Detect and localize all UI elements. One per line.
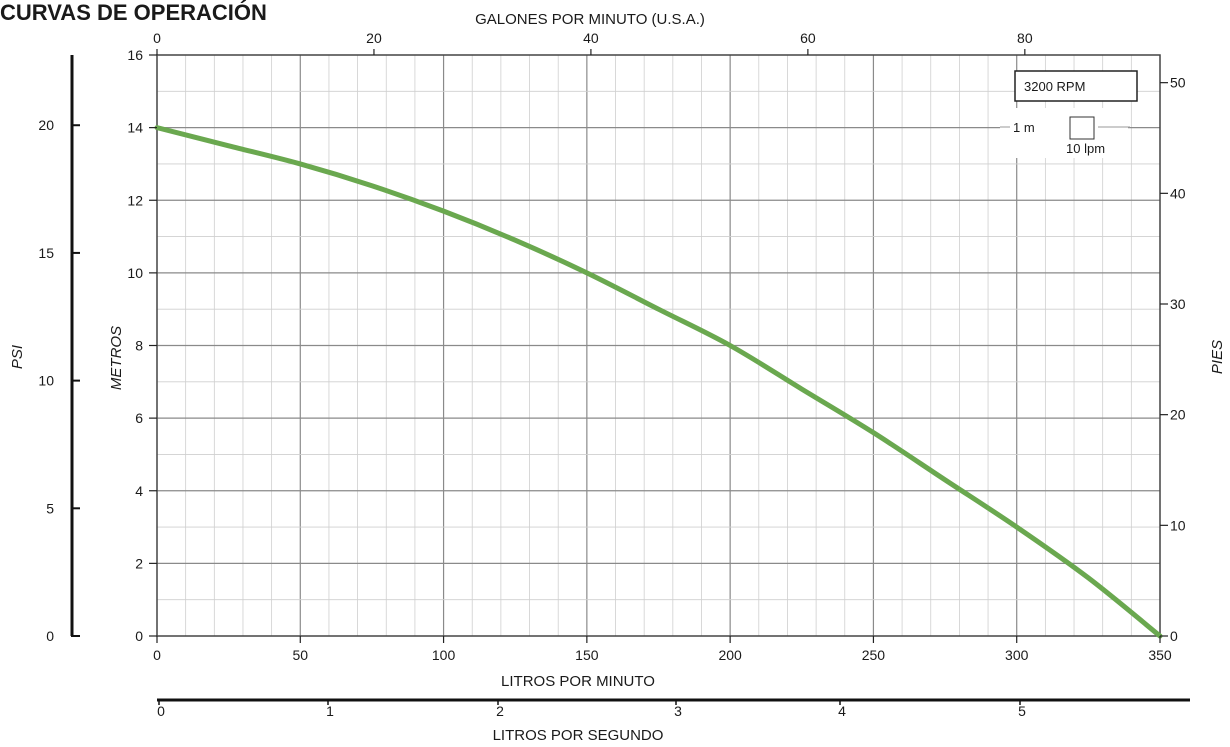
legend-box [1014,70,1138,102]
tick-label-metros: 4 [135,483,143,499]
tick-label-metros: 16 [127,47,143,63]
tick-label-gpm: 20 [366,30,382,46]
tick-label-lpm: 100 [432,647,456,663]
legend-label: 3200 RPM [1024,79,1085,94]
tick-label-lps: 5 [1018,703,1026,719]
tick-label-metros: 12 [127,192,143,208]
tick-label-lps: 4 [838,703,846,719]
tick-label-metros: 14 [127,120,143,136]
tick-label-lpm: 200 [718,647,742,663]
tick-label-metros: 0 [135,628,143,644]
x-ticks-gpm: 0 20 40 60 80 [153,30,1033,55]
legend: 3200 RPM [1014,70,1138,102]
tick-label-pies: 50 [1170,75,1186,91]
tick-label-gpm: 40 [583,30,599,46]
tick-label-metros: 6 [135,410,143,426]
scale-square [1069,116,1095,140]
tick-label-pies: 10 [1170,517,1186,533]
bottom-axis-title: LITROS POR MINUTO [501,673,655,690]
tick-label-psi: 5 [46,500,54,516]
tick-label-lps: 3 [674,703,682,719]
tick-label-lpm: 300 [1005,647,1029,663]
tick-label-metros: 8 [135,338,143,354]
scale-vertical-label: 1 m [1013,120,1035,135]
tick-label-psi: 0 [46,628,54,644]
tick-label-lpm: 0 [153,647,161,663]
y-ticks-psi: 0 5 10 15 20 [38,55,80,644]
tick-label-gpm: 60 [800,30,816,46]
tick-label-pies: 40 [1170,185,1186,201]
tick-label-pies: 0 [1170,628,1178,644]
chart-grid [157,55,1160,636]
top-axis-title: GALONES POR MINUTO (U.S.A.) [475,11,705,28]
scale-horizontal-label: 10 lpm [1066,141,1105,156]
series-line-3200-rpm [154,125,1163,639]
tick-label-metros: 2 [135,555,143,571]
tick-label-pies: 30 [1170,296,1186,312]
tick-label-psi: 10 [38,373,54,389]
series-layer [154,125,1163,639]
tick-label-lps: 1 [326,703,334,719]
x-ticks-lpm: 0 50 100 150 200 250 300 350 [153,636,1172,663]
tick-label-gpm: 0 [153,30,161,46]
tick-label-lpm: 150 [575,647,599,663]
x-ticks-lps: 0 1 2 3 4 5 [157,698,1190,719]
pies-axis-title: PIES [1209,340,1226,374]
psi-axis-title: PSI [9,345,26,369]
tick-label-gpm: 80 [1017,30,1033,46]
tick-label-psi: 20 [38,117,54,133]
scale-key-background [1000,108,1128,158]
metros-axis-title: METROS [108,326,125,390]
tick-label-lpm: 50 [292,647,308,663]
chart-title: CURVAS DE OPERACIÓN [0,0,267,25]
tick-label-lpm: 350 [1148,647,1172,663]
grid-scale-key: 1 m 10 lpm [1000,108,1130,158]
tick-label-metros: 10 [127,265,143,281]
y-ticks-metros: 0 2 4 6 8 10 12 14 16 [127,47,157,644]
tick-label-lps: 2 [496,703,504,719]
tick-label-psi: 15 [38,245,54,261]
lps-axis-title: LITROS POR SEGUNDO [493,727,664,744]
tick-label-lpm: 250 [862,647,886,663]
y-ticks-pies: 0 10 20 30 40 50 [1160,75,1186,644]
tick-label-pies: 20 [1170,407,1186,423]
tick-label-lps: 0 [157,703,165,719]
